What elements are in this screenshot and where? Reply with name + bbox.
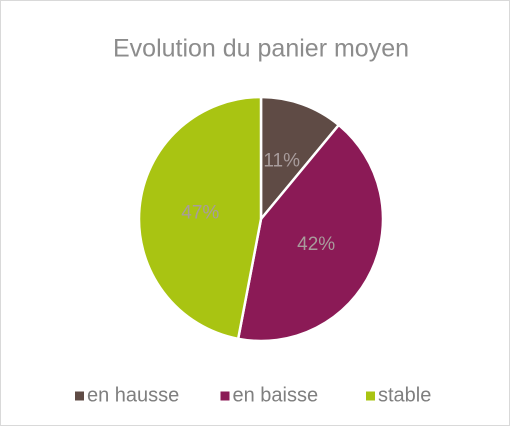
legend-label: en hausse [87, 384, 179, 406]
pie-slice [259, 95, 341, 223]
data-label: 42% [297, 234, 335, 255]
legend-marker [366, 391, 375, 401]
legend-label: en baisse [233, 384, 319, 406]
data-label: 47% [181, 202, 219, 223]
pie-slice [236, 123, 385, 343]
data-label: 11% [263, 151, 300, 172]
legend-marker [220, 391, 230, 401]
chart-title: Evolution du panier moyen [113, 35, 409, 63]
legend-label: stable [378, 384, 431, 406]
pie-slice [137, 95, 263, 341]
legend-marker [75, 391, 84, 401]
